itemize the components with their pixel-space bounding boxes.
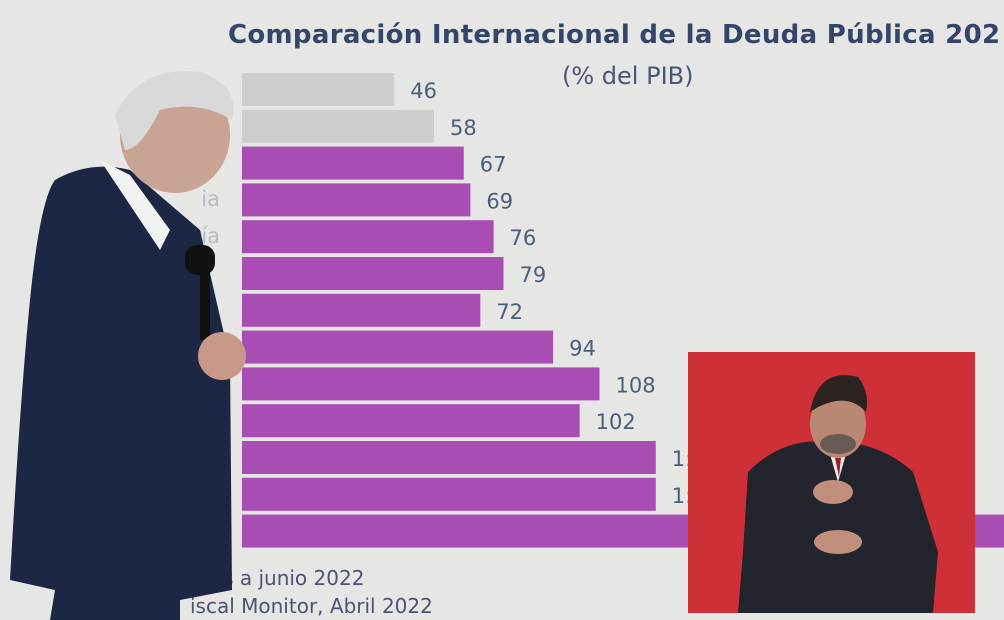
bar-2 — [242, 146, 464, 180]
value-label-2: 67 — [480, 153, 507, 177]
footnote-source: iscal Monitor, Abril 2022 — [190, 594, 433, 618]
value-label-8: 108 — [615, 373, 655, 397]
chart-title: Comparación Internacional de la Deuda Pú… — [228, 20, 1001, 50]
value-label-5: 79 — [519, 263, 546, 287]
bar-0 — [242, 73, 395, 106]
value-label-1: 58 — [450, 116, 477, 140]
value-label-6: 72 — [496, 300, 523, 324]
bar-7 — [242, 330, 554, 364]
bar-6 — [242, 293, 481, 327]
bar-1 — [242, 109, 434, 143]
chart-subtitle: (% del PIB) — [562, 62, 694, 90]
bar-10 — [242, 441, 656, 474]
value-label-9: 102 — [596, 410, 636, 434]
bar-8 — [242, 367, 600, 401]
bar-4 — [242, 220, 494, 254]
value-label-0: 46 — [410, 79, 437, 103]
value-label-3: 69 — [486, 189, 513, 213]
value-label-4: 76 — [510, 226, 537, 250]
bar-5 — [242, 257, 504, 290]
presenter — [10, 71, 246, 620]
sign-language-interpreter-inset — [688, 352, 975, 613]
bar-9 — [242, 404, 580, 438]
value-label-7: 94 — [569, 337, 596, 361]
value-label-10: 1: — [672, 447, 692, 471]
value-label-11: 1: — [672, 484, 692, 508]
bar-11 — [242, 477, 656, 511]
category-label-3: ia — [201, 187, 220, 212]
bar-3 — [242, 183, 471, 217]
interpreter — [738, 375, 938, 613]
